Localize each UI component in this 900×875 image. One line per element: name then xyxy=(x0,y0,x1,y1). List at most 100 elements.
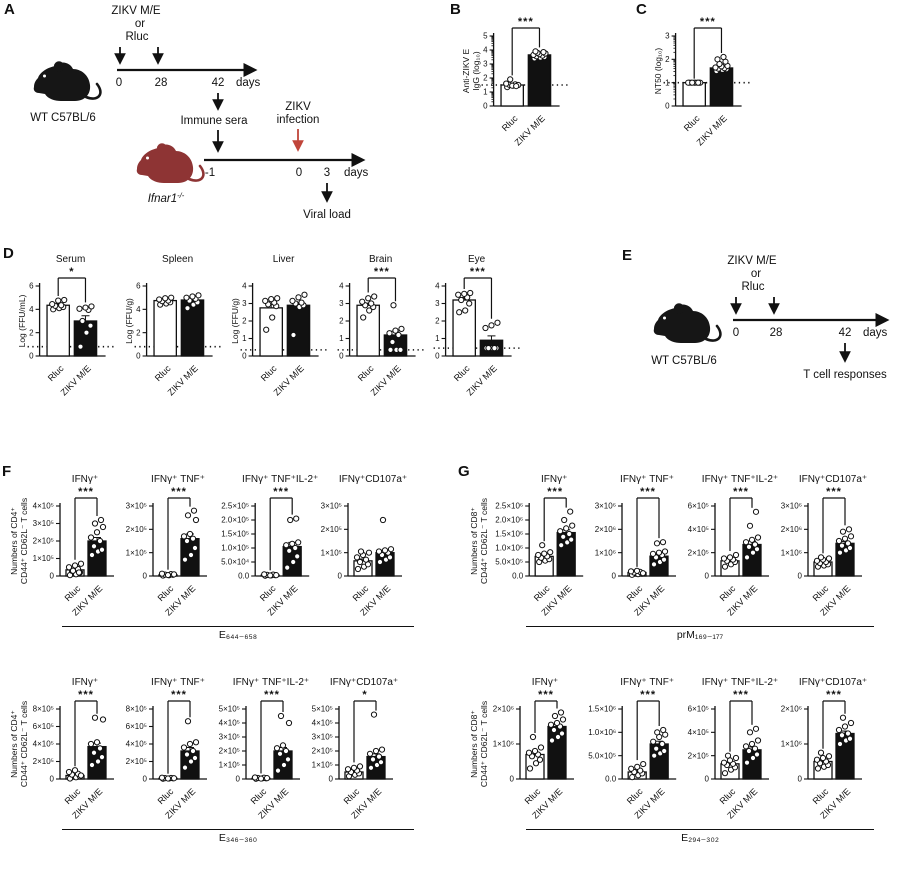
chart-title: IFNγ⁺ xyxy=(72,474,98,485)
y-tick-label: 2×10⁵ xyxy=(688,548,709,557)
data-point xyxy=(194,292,202,299)
data-point xyxy=(282,747,290,755)
data-point xyxy=(183,305,191,312)
data-point xyxy=(747,729,754,736)
data-point xyxy=(661,747,668,755)
data-point xyxy=(462,307,469,314)
data-point xyxy=(58,302,65,309)
data-point xyxy=(292,544,299,552)
data-point xyxy=(848,533,855,540)
data-point xyxy=(722,770,729,777)
data-point xyxy=(191,754,199,762)
chart-title: Eye xyxy=(468,254,486,265)
data-point xyxy=(88,761,96,769)
data-point xyxy=(818,554,825,561)
chart-title: Spleen xyxy=(162,254,193,265)
chart-serum: Log (FFU/mL) Serum 0 2 4 6 Rluc ZIKV M/E * xyxy=(16,252,114,410)
data-point xyxy=(397,346,404,353)
significance-stars: *** xyxy=(264,689,280,701)
data-point xyxy=(180,533,188,540)
data-point xyxy=(96,745,104,752)
data-point xyxy=(365,307,373,314)
chart-nt50: NT50 (log₁₀) 0 1 2 3 Rluc ZIKV M/E *** xyxy=(652,12,750,160)
x-category-label: Rluc xyxy=(452,363,472,383)
data-point xyxy=(744,554,751,561)
data-point xyxy=(290,558,297,566)
data-point xyxy=(88,551,96,559)
y-tick-label: 1.0×10⁶ xyxy=(495,544,523,553)
y-tick-label: 2×10⁶ xyxy=(781,705,802,714)
y-tick-label: 3 xyxy=(339,299,344,308)
data-point xyxy=(161,295,168,302)
injection-label-line2: or xyxy=(135,18,145,30)
y-tick-label: 0 xyxy=(50,572,55,581)
data-point xyxy=(298,299,305,306)
data-point xyxy=(83,329,90,336)
data-point xyxy=(712,64,719,71)
data-point xyxy=(558,730,566,737)
y-tick-label: 4×10⁵ xyxy=(312,719,333,728)
data-point xyxy=(539,542,546,549)
bar-chart: IFNγ⁺ TNF⁺IL-2⁺02×10⁵4×10⁵6×10⁵RlucZIKV … xyxy=(688,677,779,821)
data-point xyxy=(720,53,727,61)
y-tick-label: 0 xyxy=(143,572,148,581)
chart-title: IFNγ⁺ TNF⁺IL-2⁺ xyxy=(233,677,309,688)
y-tick-label: 2.0×10⁶ xyxy=(495,516,523,525)
y-tick-label: 3 xyxy=(242,299,247,308)
x-category-label: ZIKV M/E xyxy=(513,113,547,147)
y-tick-label: 2×10⁵ xyxy=(321,525,342,534)
tl-days: days xyxy=(863,327,888,339)
data-point xyxy=(65,564,73,571)
epitope-group-e294-302: E₂₉₄₋₃₀₂ xyxy=(526,829,874,844)
significance-stars: *** xyxy=(78,486,94,498)
data-point xyxy=(274,767,282,774)
data-point xyxy=(277,712,285,720)
significance-stars: *** xyxy=(273,486,289,498)
panel-c-letter: C xyxy=(636,1,647,18)
chart-eye: Eye 0 1 2 3 4 Rluc ZIKV M/E *** xyxy=(432,252,520,410)
data-point xyxy=(77,560,85,567)
y-tick-label: 3×10⁶ xyxy=(595,502,616,511)
y-tick-label: 0 xyxy=(143,775,148,784)
data-point xyxy=(189,535,197,542)
data-point xyxy=(540,49,547,56)
data-point xyxy=(366,549,373,556)
data-point xyxy=(744,759,751,766)
y-tick-label: 2 xyxy=(339,317,344,326)
epitope-group-e346-360: E₃₄₆₋₃₆₀ xyxy=(62,829,414,844)
data-point xyxy=(283,542,290,549)
data-point xyxy=(389,338,396,346)
data-point xyxy=(749,740,756,748)
y-axis-label: Log (FFU/g) xyxy=(124,298,134,344)
panel-d-letter: D xyxy=(3,245,14,262)
chart-title: Brain xyxy=(369,254,392,265)
data-point xyxy=(75,569,83,576)
y-tick-label: 1×10⁵ xyxy=(312,761,333,770)
data-point xyxy=(188,293,196,300)
data-point xyxy=(295,539,302,546)
y-tick-label: 6×10⁵ xyxy=(33,722,54,731)
tl1-tick-42: 42 xyxy=(212,77,225,89)
data-point xyxy=(845,730,852,737)
data-point xyxy=(164,775,172,782)
y-tick-label: 1.0×10⁶ xyxy=(588,728,616,737)
data-point xyxy=(273,572,280,579)
data-point xyxy=(268,296,275,303)
x-category-label: Rluc xyxy=(152,363,172,383)
y-tick-label: 4 xyxy=(29,305,34,314)
bar-chart: IFNγ⁺ TNF⁺IL-2⁺ 0 1×10⁵ 2×10⁵ 3×10⁵ 4×10⁵ 5×10… xyxy=(219,677,310,821)
y-tick-label: 2.5×10⁶ xyxy=(495,502,523,511)
data-point xyxy=(662,548,669,555)
panel-b-letter: B xyxy=(450,1,461,18)
data-point xyxy=(733,551,740,559)
data-point xyxy=(369,756,377,763)
data-point xyxy=(377,759,385,766)
data-point xyxy=(550,726,558,734)
epitope-label: E₂₉₄₋₃₀₂ xyxy=(681,832,719,844)
data-point xyxy=(386,330,393,337)
data-point xyxy=(558,542,565,549)
data-point xyxy=(547,721,555,728)
y-tick-label: 4×10⁵ xyxy=(688,525,709,534)
wt-mouse-icon xyxy=(33,61,102,101)
